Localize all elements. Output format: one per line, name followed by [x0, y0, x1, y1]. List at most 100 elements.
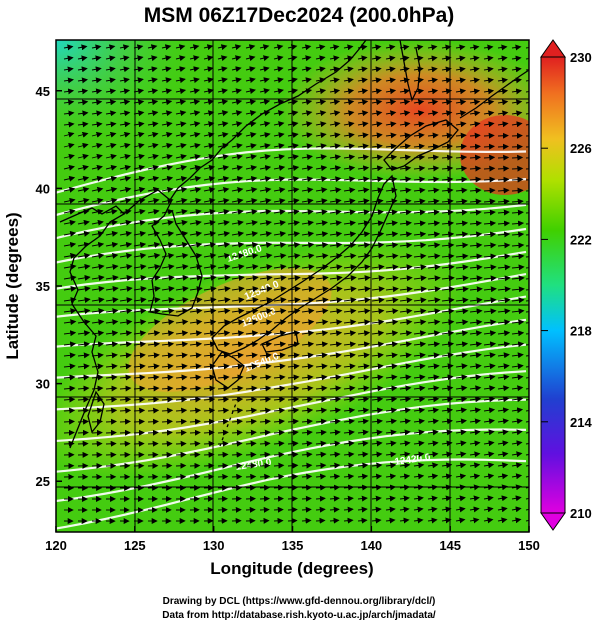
wind-arrow	[329, 209, 342, 216]
wind-arrow	[217, 44, 228, 51]
wind-arrow	[525, 311, 529, 313]
wind-arrow	[497, 275, 511, 282]
y-tick-label: 25	[36, 474, 50, 489]
wind-arrow	[497, 154, 510, 161]
wind-arrow	[273, 66, 284, 73]
wind-arrow	[119, 274, 133, 281]
wind-arrow	[483, 99, 495, 106]
wind-arrow	[91, 330, 105, 337]
wind-arrow	[217, 274, 231, 281]
wind-arrow	[147, 418, 159, 425]
wind-arrow	[259, 143, 271, 149]
wind-arrow	[119, 164, 132, 171]
wind-arrow	[133, 186, 146, 193]
wind-arrow	[217, 440, 229, 447]
wind-arrow	[245, 253, 259, 259]
wind-arrow	[385, 44, 396, 51]
wind-arrow	[217, 175, 230, 182]
height-contour	[56, 147, 527, 194]
wind-arrow	[371, 176, 384, 183]
wind-arrow	[525, 113, 529, 115]
wind-arrow	[161, 263, 175, 270]
wind-arrow	[175, 77, 186, 84]
wind-arrow	[483, 319, 497, 326]
wind-arrow	[497, 143, 509, 150]
wind-arrow	[525, 267, 529, 269]
wind-arrow	[231, 44, 242, 51]
wind-arrow	[245, 484, 257, 491]
wind-arrow	[161, 121, 173, 128]
wind-arrow	[147, 285, 161, 292]
wind-arrow	[245, 473, 257, 480]
wind-arrow	[259, 462, 271, 469]
wind-arrow	[399, 319, 413, 326]
wind-arrow	[343, 66, 354, 73]
wind-arrow	[189, 263, 203, 270]
wind-arrow	[105, 142, 117, 149]
wind-arrow	[119, 66, 130, 73]
wind-arrow	[105, 263, 119, 270]
wind-arrow	[301, 220, 314, 227]
wind-arrow	[273, 473, 285, 480]
wind-arrow	[175, 263, 189, 270]
wind-arrow	[91, 230, 105, 237]
wind-arrow	[91, 241, 105, 248]
wind-arrow	[175, 164, 188, 171]
wind-arrow	[119, 131, 131, 138]
wind-arrow	[343, 275, 357, 282]
wind-arrow	[525, 223, 529, 225]
wind-arrow	[231, 143, 243, 149]
wind-arrow	[63, 241, 77, 248]
wind-arrow	[315, 517, 326, 524]
wind-arrow	[413, 297, 427, 304]
wind-arrow	[161, 110, 173, 117]
wind-arrow	[427, 286, 441, 293]
wind-arrow	[231, 462, 243, 469]
wind-arrow	[343, 176, 356, 183]
wind-arrow	[105, 418, 117, 425]
wind-arrow	[343, 165, 356, 172]
wind-arrow	[133, 131, 145, 138]
wind-arrow	[469, 88, 481, 95]
wind-arrow	[147, 99, 159, 106]
wind-arrow	[203, 440, 215, 447]
wind-arrow	[357, 275, 371, 282]
wind-arrow	[315, 176, 328, 183]
wind-arrow	[189, 230, 203, 237]
wind-arrow	[175, 197, 188, 204]
wind-arrow	[441, 176, 454, 183]
wind-arrow	[119, 297, 133, 303]
wind-arrow	[63, 121, 75, 128]
wind-arrow	[343, 308, 357, 315]
wind-arrow	[483, 77, 494, 84]
wind-arrow	[455, 44, 466, 51]
wind-arrow	[357, 176, 370, 183]
wind-arrow	[147, 142, 159, 149]
wind-arrow	[525, 245, 529, 247]
wind-arrow	[273, 264, 287, 270]
wind-arrow	[105, 88, 117, 95]
wind-arrow	[105, 319, 119, 326]
wind-arrow	[203, 44, 214, 51]
wind-arrow	[329, 275, 343, 282]
wind-arrow	[483, 264, 497, 271]
wind-arrow	[343, 330, 357, 337]
wind-arrow	[371, 99, 383, 106]
wind-arrow	[189, 330, 203, 337]
wind-arrow	[497, 77, 508, 84]
wind-arrow	[455, 275, 469, 282]
wind-arrow	[161, 241, 175, 248]
wind-arrow	[385, 286, 399, 293]
wind-arrow	[203, 88, 214, 95]
wind-arrow	[427, 66, 438, 73]
wind-arrow	[385, 110, 397, 117]
wind-arrow	[525, 322, 529, 324]
wind-arrow	[413, 187, 426, 194]
wind-arrow	[231, 275, 245, 281]
wind-arrow	[343, 286, 357, 293]
wind-arrow	[203, 286, 217, 292]
wind-arrow	[287, 297, 301, 304]
wind-arrow	[399, 308, 413, 315]
wind-arrow	[273, 297, 287, 304]
